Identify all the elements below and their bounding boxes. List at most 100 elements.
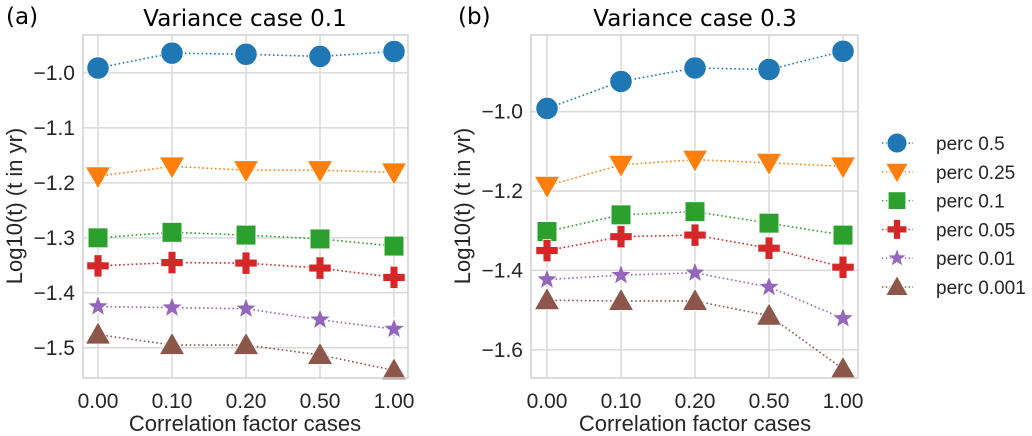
x-tick-label: 0.10 xyxy=(152,390,193,413)
panel-b-frame xyxy=(530,34,859,379)
panel-a-ticks: 0.00 0.10 0.20 0.50 1.00 −1.0 −1.1 −1.2 −1.3 −1.4… xyxy=(34,62,415,413)
data-point xyxy=(234,296,258,319)
panel-a-grid xyxy=(83,35,408,378)
data-point xyxy=(535,267,559,290)
data-point xyxy=(831,306,855,329)
series-perc-0_001 xyxy=(84,321,408,381)
x-tick-label: 0.50 xyxy=(300,390,341,413)
data-point xyxy=(158,156,186,180)
series-perc-0_25 xyxy=(84,156,408,190)
data-point xyxy=(684,201,706,222)
panel-b-title: Variance case 0.3 xyxy=(593,6,796,32)
y-tick-label: −1.3 xyxy=(34,227,75,250)
panel-b-ylabel: Log10(t) (t in yr) xyxy=(450,128,475,285)
data-point xyxy=(610,204,632,226)
data-point xyxy=(232,160,260,184)
data-point xyxy=(609,262,633,286)
series-perc-0_1 xyxy=(87,222,405,257)
data-point xyxy=(380,356,408,381)
series-perc-0_01 xyxy=(535,260,855,329)
y-tick-label: −1.4 xyxy=(34,282,76,305)
legend: perc 0.5 perc 0.25 perc 0.1 perc 0.05 perc 0… xyxy=(882,132,1026,299)
data-point xyxy=(609,69,633,94)
data-point xyxy=(234,251,258,275)
panel-b-xlabel: Correlation factor cases xyxy=(579,411,811,436)
series-line xyxy=(546,210,844,236)
legend-label: perc 0.001 xyxy=(936,278,1026,299)
data-point xyxy=(758,212,780,234)
legend-marker xyxy=(885,162,909,184)
data-point xyxy=(757,236,781,260)
data-point xyxy=(533,176,561,200)
panel-a-title: Variance case 0.1 xyxy=(143,6,346,32)
legend-marker xyxy=(886,247,908,268)
data-point xyxy=(382,316,406,340)
panel-a-ylabel: Log10(t) (t in yr) xyxy=(2,128,27,285)
y-tick-label: −1.0 xyxy=(34,62,75,85)
x-tick-label: 0.20 xyxy=(226,390,267,413)
legend-label: perc 0.01 xyxy=(936,249,1015,270)
data-point xyxy=(87,227,109,249)
x-tick-label: 1.00 xyxy=(374,390,415,413)
legend-marker xyxy=(886,132,908,154)
data-point xyxy=(306,341,334,365)
data-point xyxy=(755,302,783,326)
series-perc-0_001 xyxy=(533,286,857,379)
data-point xyxy=(160,41,184,65)
series-perc-0_5 xyxy=(535,39,855,121)
data-point xyxy=(609,225,633,249)
x-tick-label: 1.00 xyxy=(823,390,864,413)
series-line xyxy=(546,158,844,187)
y-tick-label: −1.4 xyxy=(482,259,524,282)
data-point xyxy=(232,331,260,355)
x-tick-label: 0.50 xyxy=(749,390,790,413)
panel-a-xlabel: Correlation factor cases xyxy=(129,411,361,436)
series-perc-0_5 xyxy=(86,39,406,80)
data-point xyxy=(86,254,110,278)
data-point xyxy=(84,166,112,190)
y-tick-label: −1.5 xyxy=(34,337,75,360)
legend-label: perc 0.05 xyxy=(936,220,1015,241)
data-point xyxy=(380,162,408,186)
legend-marker xyxy=(887,191,907,210)
data-point xyxy=(831,255,855,279)
data-point xyxy=(306,160,334,184)
data-point xyxy=(607,287,635,311)
panel-b: (b) Variance case 0.3 Correlation factor… xyxy=(450,4,863,436)
data-point xyxy=(86,294,110,317)
data-point xyxy=(683,56,707,80)
panel-a-frame xyxy=(82,34,409,379)
data-point xyxy=(757,57,781,82)
data-point xyxy=(383,235,405,257)
data-point xyxy=(234,42,258,66)
data-point xyxy=(683,223,707,247)
data-point xyxy=(160,295,184,318)
data-point xyxy=(536,221,558,242)
series-perc-0_25 xyxy=(533,149,857,200)
y-tick-label: −1.2 xyxy=(482,180,523,203)
series-line xyxy=(97,333,395,372)
legend-label: perc 0.5 xyxy=(936,134,1005,155)
data-point xyxy=(683,260,707,283)
data-point xyxy=(235,224,257,246)
y-tick-label: −1.2 xyxy=(34,172,75,195)
legend-entry: perc 0.01 xyxy=(882,247,1015,270)
data-point xyxy=(681,149,709,174)
legend-marker xyxy=(886,219,908,240)
legend-marker xyxy=(885,274,909,296)
series-line xyxy=(97,50,395,69)
data-point xyxy=(829,156,857,180)
data-point xyxy=(86,56,110,80)
x-tick-label: 0.00 xyxy=(527,390,568,413)
panel-b-ticks: 0.00 0.10 0.20 0.50 1.00 −1.0 −1.2 −1.4 −1.6 xyxy=(482,101,864,413)
data-point xyxy=(831,39,855,63)
series-perc-0_1 xyxy=(536,201,854,246)
x-tick-label: 0.00 xyxy=(78,390,119,413)
legend-entry: perc 0.25 xyxy=(882,163,1015,184)
y-tick-label: −1.1 xyxy=(34,117,75,140)
data-point xyxy=(681,287,709,311)
panel-b-tag: (b) xyxy=(458,4,491,30)
data-point xyxy=(308,256,332,280)
panel-b-series xyxy=(533,39,857,379)
series-line xyxy=(546,50,844,110)
